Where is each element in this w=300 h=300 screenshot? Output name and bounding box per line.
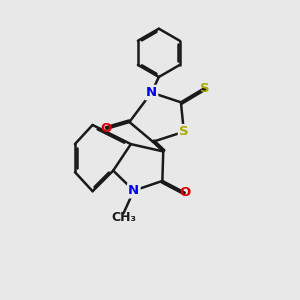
Text: S: S: [200, 82, 209, 95]
Text: O: O: [179, 186, 190, 199]
Text: N: N: [128, 184, 140, 197]
Text: CH₃: CH₃: [111, 211, 136, 224]
Text: N: N: [146, 86, 157, 99]
Text: O: O: [101, 122, 112, 135]
Text: S: S: [179, 125, 189, 138]
